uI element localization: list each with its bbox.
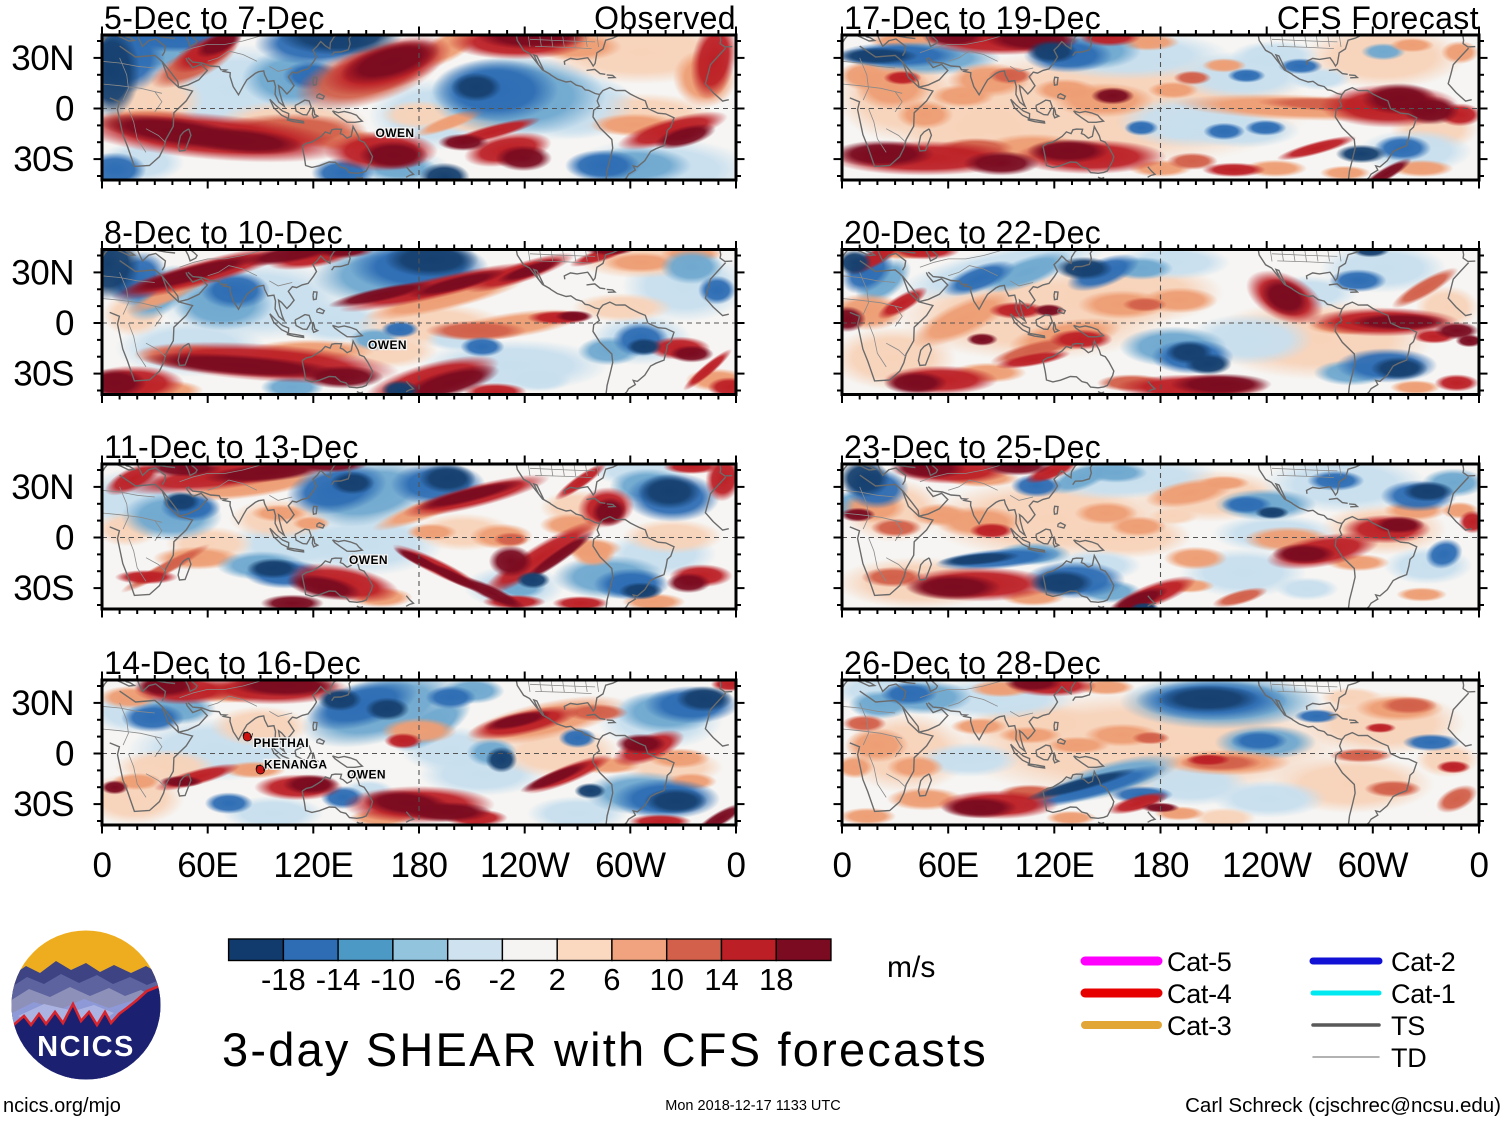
svg-text:Cat-5: Cat-5 (1167, 947, 1232, 977)
svg-text:0: 0 (55, 519, 74, 558)
svg-text:Cat-2: Cat-2 (1391, 947, 1456, 977)
svg-text:30N: 30N (11, 39, 74, 78)
svg-text:ncics.org/mjo: ncics.org/mjo (3, 1095, 121, 1117)
svg-text:-2: -2 (489, 962, 517, 997)
svg-text:TS: TS (1391, 1011, 1425, 1041)
svg-text:TD: TD (1391, 1043, 1426, 1073)
svg-text:2: 2 (549, 962, 566, 997)
svg-text:-14: -14 (316, 962, 361, 997)
svg-text:0: 0 (55, 735, 74, 774)
svg-text:0: 0 (727, 846, 746, 885)
svg-text:30S: 30S (13, 355, 74, 394)
svg-text:23-Dec to 25-Dec: 23-Dec to 25-Dec (844, 429, 1101, 465)
svg-text:26-Dec to 28-Dec: 26-Dec to 28-Dec (844, 645, 1101, 681)
svg-text:Cat-4: Cat-4 (1167, 979, 1232, 1009)
svg-text:30S: 30S (13, 569, 74, 608)
svg-text:-18: -18 (261, 962, 306, 997)
svg-text:6: 6 (603, 962, 620, 997)
svg-text:0: 0 (1470, 846, 1489, 885)
svg-text:60W: 60W (1338, 846, 1409, 885)
svg-text:30S: 30S (13, 140, 74, 179)
svg-text:KENANGA: KENANGA (264, 758, 327, 772)
svg-text:5-Dec to 7-Dec: 5-Dec to 7-Dec (104, 0, 325, 36)
svg-text:OWEN: OWEN (368, 338, 407, 352)
svg-text:-10: -10 (370, 962, 415, 997)
svg-text:30N: 30N (11, 253, 74, 292)
svg-text:CFS Forecast: CFS Forecast (1277, 0, 1479, 36)
svg-text:120E: 120E (1014, 846, 1094, 885)
svg-text:Cat-1: Cat-1 (1391, 979, 1456, 1009)
svg-text:120W: 120W (480, 846, 570, 885)
svg-text:0: 0 (55, 90, 74, 129)
svg-text:Observed: Observed (594, 0, 736, 36)
svg-text:Cat-3: Cat-3 (1167, 1011, 1232, 1041)
svg-text:-6: -6 (434, 962, 462, 997)
svg-text:m/s: m/s (887, 951, 935, 984)
svg-text:0: 0 (55, 304, 74, 343)
svg-text:120W: 120W (1222, 846, 1312, 885)
svg-text:60E: 60E (177, 846, 238, 885)
svg-text:10: 10 (649, 962, 683, 997)
svg-text:0: 0 (93, 846, 112, 885)
svg-text:Mon 2018-12-17 1133 UTC: Mon 2018-12-17 1133 UTC (665, 1098, 840, 1114)
svg-text:30S: 30S (13, 785, 74, 824)
svg-text:14: 14 (704, 962, 738, 997)
svg-text:14-Dec to 16-Dec: 14-Dec to 16-Dec (104, 645, 361, 681)
svg-text:30N: 30N (11, 468, 74, 507)
svg-text:NCICS: NCICS (37, 1031, 135, 1063)
svg-text:OWEN: OWEN (376, 126, 415, 140)
svg-text:Carl Schreck (cjschrec@ncsu.ed: Carl Schreck (cjschrec@ncsu.edu) (1185, 1094, 1501, 1117)
svg-text:20-Dec to 22-Dec: 20-Dec to 22-Dec (844, 215, 1101, 251)
svg-text:OWEN: OWEN (347, 768, 386, 782)
svg-text:18: 18 (759, 962, 793, 997)
svg-text:180: 180 (1132, 846, 1189, 885)
svg-text:120E: 120E (273, 846, 353, 885)
svg-text:3-day SHEAR with CFS forecasts: 3-day SHEAR with CFS forecasts (222, 1023, 988, 1076)
svg-text:0: 0 (833, 846, 852, 885)
svg-text:30N: 30N (11, 684, 74, 723)
svg-text:60E: 60E (918, 846, 979, 885)
svg-text:180: 180 (391, 846, 448, 885)
svg-text:11-Dec to 13-Dec: 11-Dec to 13-Dec (104, 429, 359, 465)
svg-text:PHETHAI: PHETHAI (254, 736, 309, 750)
svg-text:OWEN: OWEN (349, 553, 388, 567)
svg-text:60W: 60W (595, 846, 666, 885)
svg-text:8-Dec to 10-Dec: 8-Dec to 10-Dec (104, 215, 343, 251)
svg-text:17-Dec to 19-Dec: 17-Dec to 19-Dec (844, 0, 1101, 36)
